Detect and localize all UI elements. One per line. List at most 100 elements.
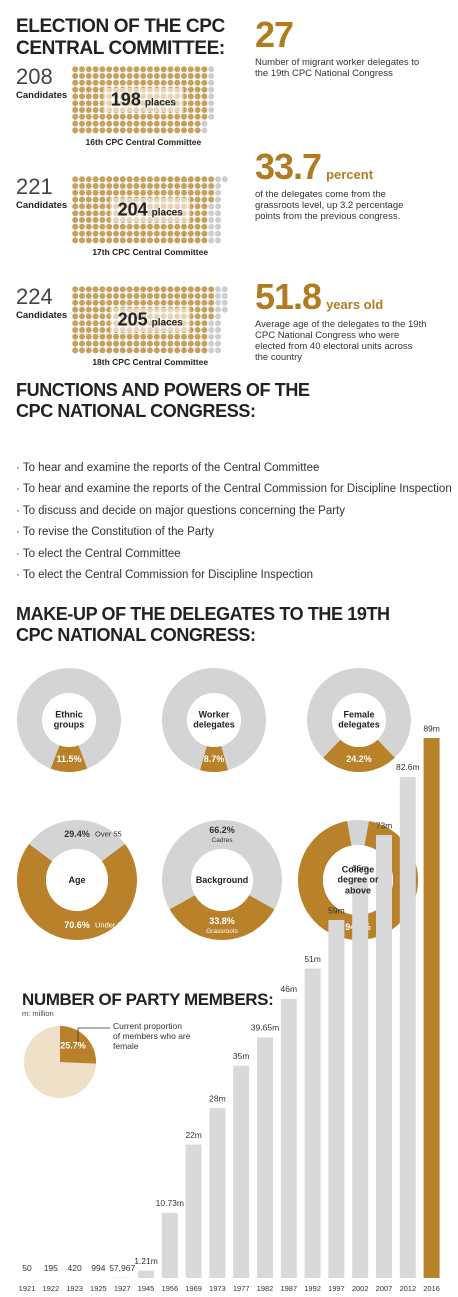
place-dot xyxy=(153,113,160,120)
place-dot xyxy=(187,333,194,340)
place-dot xyxy=(72,286,79,293)
place-dot xyxy=(201,230,208,237)
segment-label: 66.2% xyxy=(209,825,235,835)
place-dot xyxy=(85,210,92,217)
place-dot xyxy=(194,73,201,79)
bar xyxy=(304,968,321,1278)
segment-name: Cadres xyxy=(212,837,234,844)
place-dot xyxy=(201,73,208,79)
place-dot xyxy=(194,203,201,210)
place-dot xyxy=(126,347,133,354)
place-dot xyxy=(140,183,147,189)
place-dot xyxy=(79,100,85,107)
place-dot xyxy=(167,340,174,347)
places-count: 205 xyxy=(117,309,148,330)
segment-label: 33.8% xyxy=(209,916,235,926)
place-dot xyxy=(119,127,126,134)
place-dot xyxy=(208,299,215,306)
place-dot xyxy=(79,286,85,293)
label-backdrop xyxy=(103,88,184,112)
place-dot xyxy=(194,313,201,320)
place-dot xyxy=(92,340,99,347)
candidate-dot xyxy=(201,120,208,127)
bar xyxy=(185,1144,202,1278)
place-dot xyxy=(92,320,99,327)
segment-name: Under 55 xyxy=(95,920,126,929)
candidate-dot xyxy=(215,340,221,347)
donut-label: College degree or above xyxy=(337,864,379,896)
candidate-dot xyxy=(208,107,215,113)
candidate-dot xyxy=(215,230,221,237)
place-dot xyxy=(106,223,113,230)
place-dot xyxy=(201,113,208,120)
place-dot xyxy=(194,127,201,134)
place-dot xyxy=(85,189,92,196)
donut-label: Age xyxy=(68,874,86,885)
function-item: · To hear and examine the reports of the… xyxy=(16,483,452,496)
place-dot xyxy=(167,73,174,79)
place-dot xyxy=(113,73,119,79)
place-dot xyxy=(201,320,208,327)
place-dot xyxy=(140,230,147,237)
place-dot xyxy=(181,293,187,299)
function-item: · To elect the Central Committee xyxy=(16,547,181,560)
place-dot xyxy=(79,306,85,313)
candidate-dot xyxy=(215,237,221,244)
place-dot xyxy=(201,203,208,210)
place-dot xyxy=(79,320,85,327)
place-dot xyxy=(106,340,113,347)
place-dot xyxy=(72,93,79,100)
place-dot xyxy=(126,127,133,134)
place-dot xyxy=(201,93,208,100)
place-dot xyxy=(72,66,79,73)
place-dot xyxy=(126,223,133,230)
place-dot xyxy=(85,230,92,237)
place-dot xyxy=(72,333,79,340)
place-dot xyxy=(113,223,119,230)
place-dot xyxy=(113,127,119,134)
place-dot xyxy=(79,86,85,93)
candidate-dot xyxy=(215,333,221,340)
donut-hole xyxy=(187,693,241,747)
bar xyxy=(233,1065,250,1278)
place-dot xyxy=(181,340,187,347)
candidate-dot xyxy=(208,340,215,347)
bar xyxy=(138,1270,154,1278)
place-dot xyxy=(72,327,79,333)
place-dot xyxy=(72,293,79,299)
place-dot xyxy=(167,286,174,293)
place-dot xyxy=(72,120,79,127)
place-dot xyxy=(208,313,215,320)
candidate-dot xyxy=(208,113,215,120)
place-dot xyxy=(92,333,99,340)
place-dot xyxy=(72,86,79,93)
donut-label: Worker delegates xyxy=(193,709,235,730)
candidate-dot xyxy=(201,127,208,134)
place-dot xyxy=(126,120,133,127)
candidates-label: Candidates xyxy=(16,310,68,321)
places-label: 198 places xyxy=(111,89,176,110)
bar-label: 39.65m xyxy=(251,1023,279,1033)
highlight: 51.8 years old xyxy=(255,276,383,317)
candidate-dot xyxy=(215,320,221,327)
place-dot xyxy=(99,299,106,306)
place-dot xyxy=(147,293,153,299)
place-dot xyxy=(201,217,208,223)
bar-label: 82.6m xyxy=(396,762,420,772)
candidate-dot xyxy=(215,176,221,183)
place-dot xyxy=(201,210,208,217)
place-dot xyxy=(194,237,201,244)
place-dot xyxy=(174,176,181,183)
place-dot xyxy=(153,120,160,127)
function-item: · To revise the Constitution of the Part… xyxy=(16,526,214,539)
function-item: · To hear and examine the reports of the… xyxy=(16,462,320,474)
candidate-dot xyxy=(208,66,215,73)
candidate-dot xyxy=(208,333,215,340)
place-dot xyxy=(119,189,126,196)
pie-slice xyxy=(60,1026,97,1064)
place-dot xyxy=(160,223,167,230)
place-dot xyxy=(113,79,119,86)
highlight: 33.7 percent xyxy=(255,146,373,187)
candidate-dot xyxy=(215,293,221,299)
